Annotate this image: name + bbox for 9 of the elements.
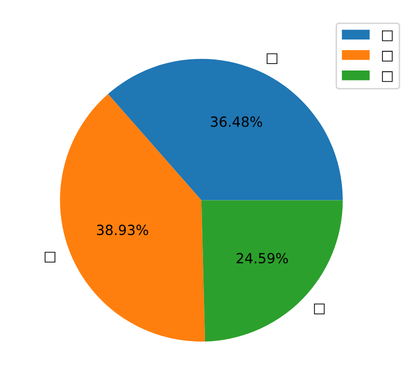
slice-label: □	[314, 304, 325, 314]
data-label: 24.59%	[236, 252, 288, 264]
slice-label: □	[266, 53, 278, 64]
legend-label: □	[382, 71, 393, 82]
legend-label: □	[382, 30, 393, 42]
data-label: 38.93%	[96, 224, 148, 236]
slice-label: □	[44, 252, 56, 262]
legend-label: □	[382, 50, 393, 62]
data-label: 36.48%	[210, 116, 262, 127]
